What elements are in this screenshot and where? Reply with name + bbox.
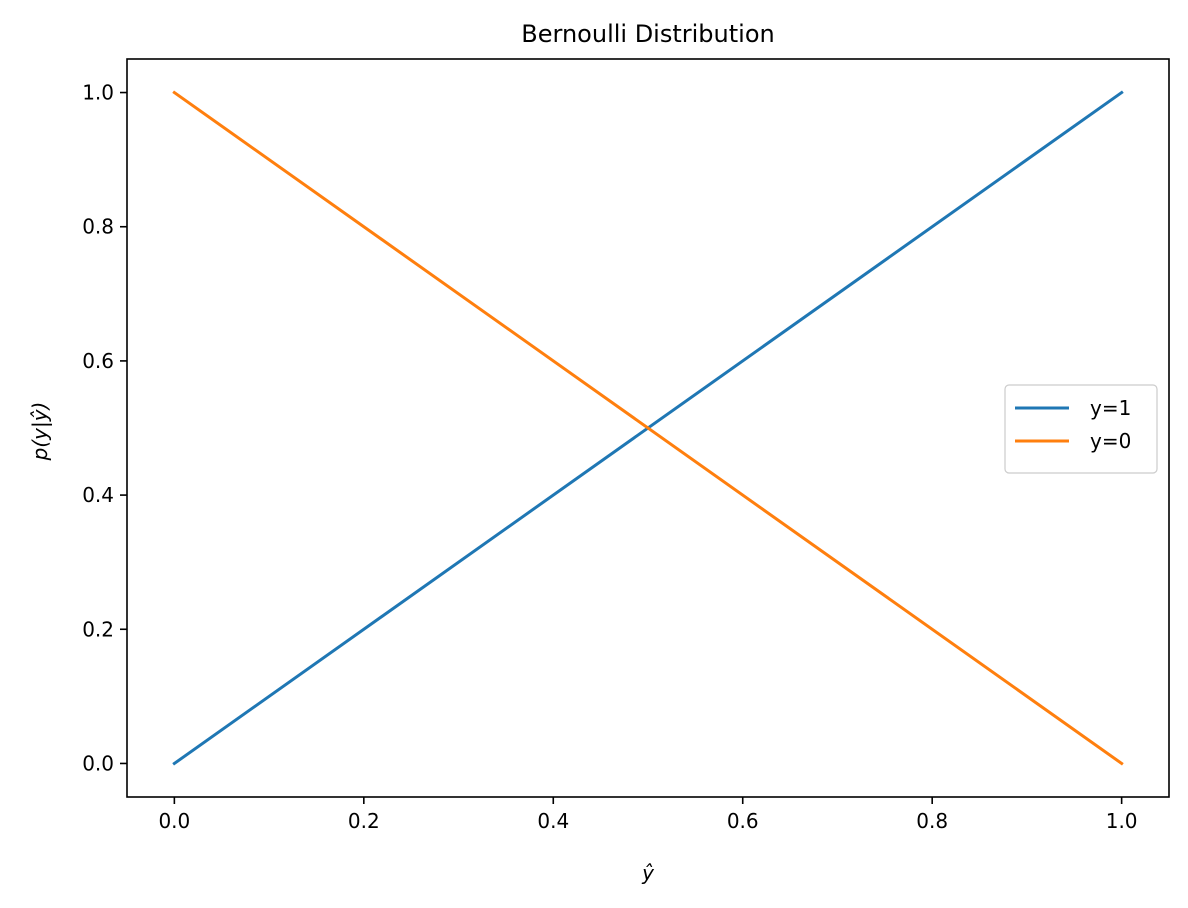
x-tick-label: 0.2 <box>348 809 380 833</box>
x-axis: 0.0 0.2 0.4 0.6 0.8 1.0 <box>158 797 1138 833</box>
series-layer <box>172 90 1124 766</box>
legend-label-y-0: y=0 <box>1090 429 1131 453</box>
y-tick-label: 0.4 <box>82 483 114 507</box>
axes-frame <box>126 58 1170 798</box>
x-tick-label: 0.4 <box>537 809 569 833</box>
series-line-y-0 <box>172 90 1124 766</box>
chart-title: Bernoulli Distribution <box>521 20 774 48</box>
y-tick-label: 0.2 <box>82 617 114 641</box>
y-axis-label: p(y|ŷ) <box>28 402 52 462</box>
x-tick-label: 0.6 <box>727 809 759 833</box>
x-axis-label: ŷ <box>641 861 655 885</box>
legend: y=1y=0 <box>1004 384 1158 474</box>
y-tick-label: 0.8 <box>82 215 114 239</box>
y-tick-label: 0.6 <box>82 349 114 373</box>
y-axis: 0.0 0.2 0.4 0.6 0.8 1.0 <box>82 81 127 775</box>
legend-label-y-1: y=1 <box>1090 396 1131 420</box>
x-tick-label: 1.0 <box>1106 809 1138 833</box>
legend-box <box>1004 384 1158 474</box>
legend-items: y=1y=0 <box>1015 396 1131 453</box>
x-tick-label: 0.8 <box>916 809 948 833</box>
y-tick-label: 0.0 <box>82 751 114 775</box>
plot-area <box>126 58 1170 798</box>
x-tick-label: 0.0 <box>158 809 190 833</box>
y-tick-label: 1.0 <box>82 81 114 105</box>
